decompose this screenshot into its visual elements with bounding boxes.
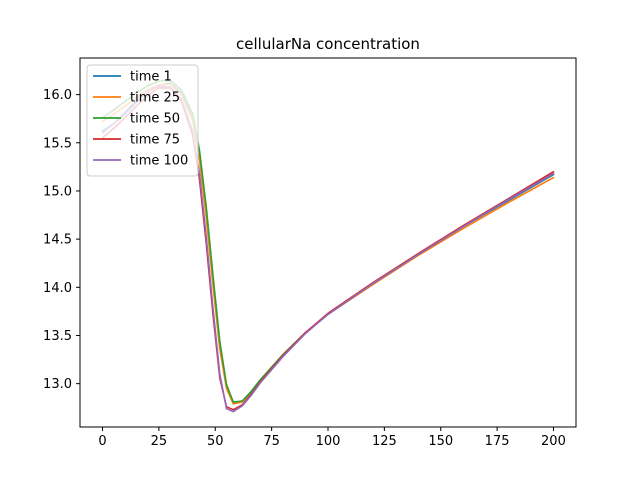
x-tick-label: 75 xyxy=(263,434,280,449)
y-tick-label: 13.0 xyxy=(43,377,72,392)
y-axis-ticks: 13.0 13.5 14.0 14.5 15.0 15.5 16.0 xyxy=(43,88,80,392)
legend: time 1 time 25 time 50 time 75 time 100 xyxy=(86,64,199,177)
x-tick-label: 200 xyxy=(541,434,566,449)
legend-label: time 100 xyxy=(130,154,188,169)
y-tick-label: 16.0 xyxy=(43,88,72,103)
legend-label: time 75 xyxy=(130,133,180,148)
x-tick-label: 0 xyxy=(98,434,106,449)
y-tick-label: 14.0 xyxy=(43,281,72,296)
x-tick-label: 50 xyxy=(207,434,224,449)
x-tick-label: 175 xyxy=(485,434,510,449)
x-tick-label: 100 xyxy=(316,434,341,449)
y-tick-label: 14.5 xyxy=(43,233,72,248)
legend-label: time 50 xyxy=(130,112,180,127)
y-tick-label: 15.5 xyxy=(43,136,72,151)
legend-label: time 25 xyxy=(130,91,180,106)
x-tick-label: 125 xyxy=(372,434,397,449)
chart-title: cellularNa concentration xyxy=(236,35,420,53)
x-axis-ticks: 0 25 50 75 100 125 150 175 200 xyxy=(98,427,566,449)
x-tick-label: 25 xyxy=(151,434,168,449)
legend-box xyxy=(86,64,199,177)
x-tick-label: 150 xyxy=(428,434,453,449)
y-tick-label: 13.5 xyxy=(43,329,72,344)
legend-label: time 1 xyxy=(130,70,172,85)
y-tick-label: 15.0 xyxy=(43,184,72,199)
